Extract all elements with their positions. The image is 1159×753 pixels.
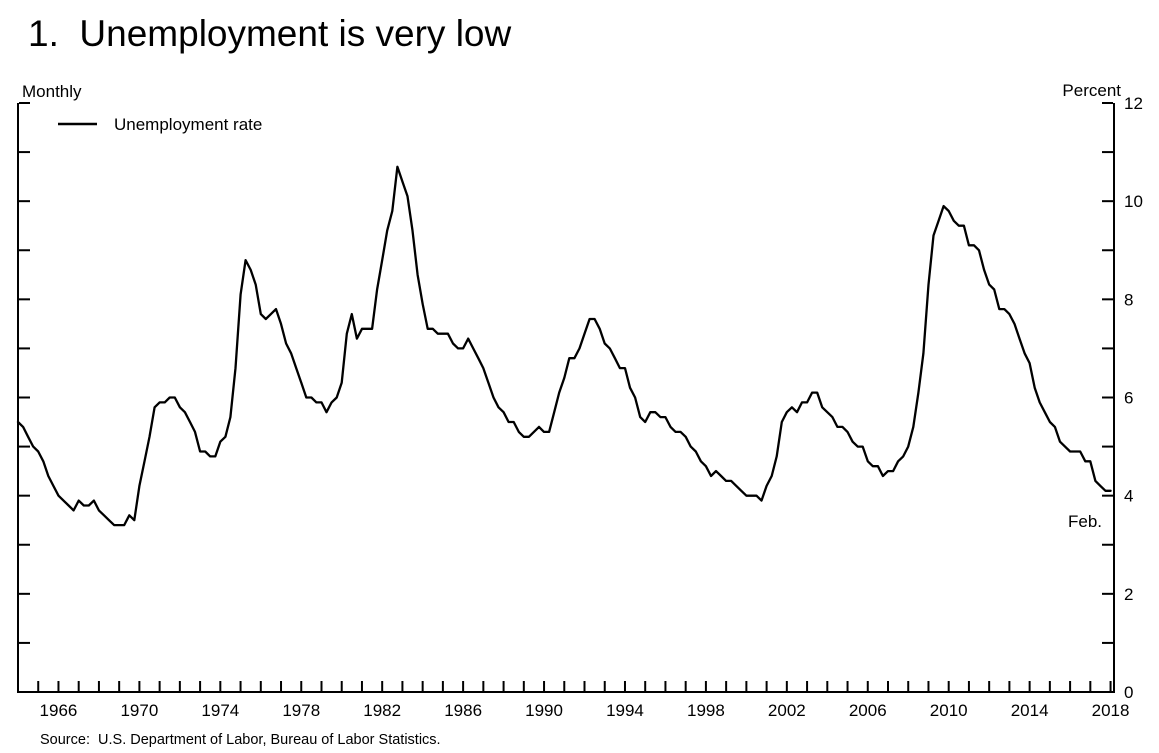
x-tick-label: 1990 — [525, 701, 563, 720]
y-tick-label: 0 — [1124, 683, 1133, 702]
x-tick-label: 1974 — [201, 701, 239, 720]
x-tick-label: 2002 — [768, 701, 806, 720]
y-axis-ticks — [19, 102, 1113, 693]
x-tick-label: 1998 — [687, 701, 725, 720]
chart-title: 1. Unemployment is very low — [28, 13, 512, 54]
unit-label: Percent — [1062, 81, 1121, 100]
y-axis-labels: 0 2 4 6 8 10 12 — [1124, 94, 1143, 702]
data-series-group — [16, 165, 1112, 527]
legend: Unemployment rate — [58, 115, 262, 134]
x-tick-label: 2014 — [1011, 701, 1049, 720]
series-line — [16, 165, 1112, 527]
y-tick-label: 10 — [1124, 192, 1143, 211]
y-tick-label: 2 — [1124, 585, 1133, 604]
last-point-annotation: Feb. — [1068, 512, 1102, 531]
x-tick-label: 1994 — [606, 701, 644, 720]
source-note: Source: U.S. Department of Labor, Bureau… — [40, 732, 441, 748]
y-tick-label: 12 — [1124, 94, 1143, 113]
legend-label: Unemployment rate — [114, 115, 262, 134]
x-tick-label: 2010 — [930, 701, 968, 720]
x-axis-labels: 1966 1970 1974 1978 1982 1986 1990 1994 1998 2002… — [40, 701, 1130, 720]
y-tick-label: 6 — [1124, 389, 1133, 408]
frequency-label: Monthly — [22, 82, 82, 101]
x-tick-label: 2018 — [1092, 701, 1130, 720]
x-axis-ticks — [17, 681, 1112, 692]
x-tick-label: 1966 — [40, 701, 78, 720]
x-tick-label: 1970 — [120, 701, 158, 720]
y-tick-label: 4 — [1124, 487, 1133, 506]
x-tick-label: 1978 — [282, 701, 320, 720]
y-tick-label: 8 — [1124, 290, 1133, 309]
x-tick-label: 1982 — [363, 701, 401, 720]
x-tick-label: 2006 — [849, 701, 887, 720]
x-tick-label: 1986 — [444, 701, 482, 720]
axis-frame — [17, 103, 1115, 693]
